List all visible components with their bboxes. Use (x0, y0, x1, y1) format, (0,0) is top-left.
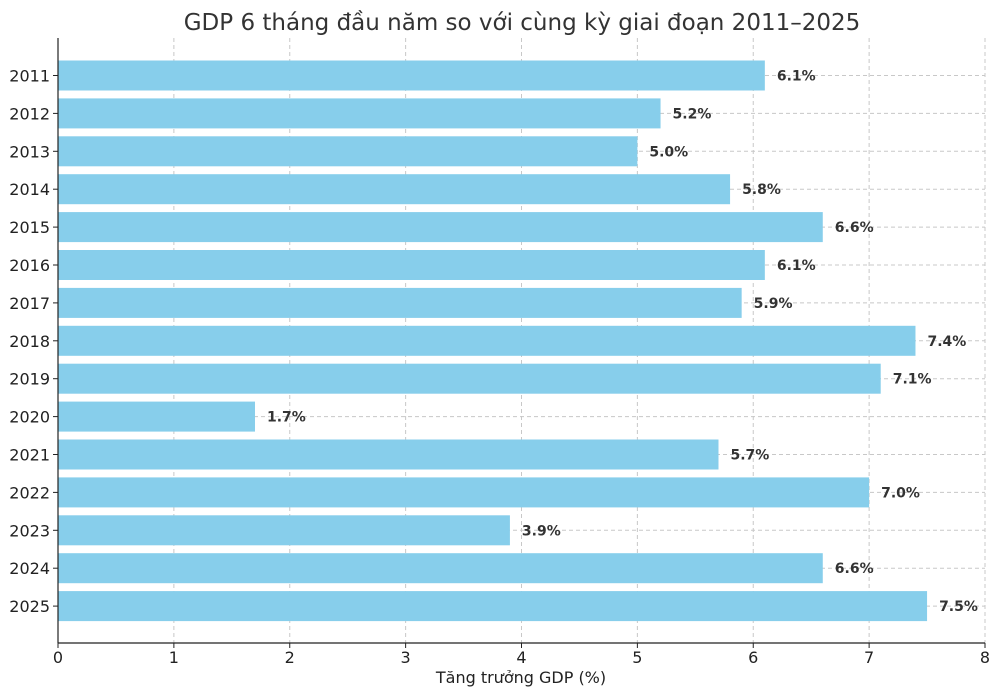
bar-2016 (58, 250, 765, 280)
y-tick-label: 2025 (9, 597, 50, 616)
x-axis-label: Tăng trưởng GDP (%) (435, 668, 606, 687)
data-label-2012: 5.2% (673, 106, 712, 122)
data-label-2016: 6.1% (777, 258, 816, 274)
y-tick-label: 2016 (9, 256, 50, 275)
x-tick-label: 3 (401, 648, 411, 667)
data-label-2017: 5.9% (754, 296, 793, 312)
bar-2014 (58, 174, 731, 205)
bar-2024 (58, 553, 823, 584)
y-tick-label: 2011 (9, 67, 50, 86)
y-tick-label: 2013 (9, 142, 50, 161)
y-tick-label: 2022 (9, 483, 50, 502)
data-label-2022: 7.0% (881, 485, 920, 501)
bar-2011 (58, 60, 765, 91)
data-label-2025: 7.5% (939, 599, 978, 615)
y-tick-label: 2019 (9, 370, 50, 389)
bar-2013 (58, 136, 638, 167)
data-label-2013: 5.0% (649, 144, 688, 160)
data-label-2019: 7.1% (893, 372, 932, 388)
y-tick-label: 2018 (9, 332, 50, 351)
x-tick-label: 5 (632, 648, 642, 667)
bar-2021 (58, 439, 719, 470)
y-tick-label: 2015 (9, 218, 50, 237)
y-tick-label: 2021 (9, 446, 50, 465)
data-label-2023: 3.9% (522, 523, 561, 539)
data-label-2018: 7.4% (927, 334, 966, 350)
x-tick-label: 0 (53, 648, 63, 667)
bar-2023 (58, 515, 510, 546)
y-tick-label: 2012 (9, 104, 50, 123)
data-label-2011: 6.1% (777, 69, 816, 85)
x-tick-label: 1 (169, 648, 179, 667)
y-tick-label: 2020 (9, 408, 50, 427)
bar-2020 (58, 401, 255, 432)
bar-2018 (58, 325, 916, 356)
y-tick-label: 2024 (9, 559, 50, 578)
chart-title: GDP 6 tháng đầu năm so với cùng kỳ giai … (184, 10, 861, 36)
axes: 0 1 2 3 4 5 6 7 8 2011 2012 2013 2014 2015 2016 2017 201… (9, 38, 990, 667)
x-tick-label: 2 (285, 648, 295, 667)
x-tick-label: 6 (748, 648, 758, 667)
x-tick-label: 4 (516, 648, 526, 667)
bar-2017 (58, 287, 742, 318)
data-label-2024: 6.6% (835, 561, 874, 577)
data-label-2021: 5.7% (730, 448, 769, 464)
bar-2019 (58, 363, 881, 394)
bar-2015 (58, 212, 823, 243)
data-label-2014: 5.8% (742, 182, 781, 198)
bar-2025 (58, 591, 928, 622)
data-label-2020: 1.7% (267, 410, 306, 426)
x-tick-label: 7 (864, 648, 874, 667)
bar-2012 (58, 98, 661, 129)
data-labels: 6.1% 5.2% 5.0% 5.8% 6.6% 6.1% 5.9% 7.4% 7.1% 1.7%… (267, 69, 978, 616)
y-tick-label: 2014 (9, 180, 50, 199)
y-tick-label: 2023 (9, 521, 50, 540)
x-tick-label: 8 (980, 648, 990, 667)
data-label-2015: 6.6% (835, 220, 874, 236)
bar-2022 (58, 477, 870, 508)
bars (58, 60, 928, 622)
y-tick-label: 2017 (9, 294, 50, 313)
